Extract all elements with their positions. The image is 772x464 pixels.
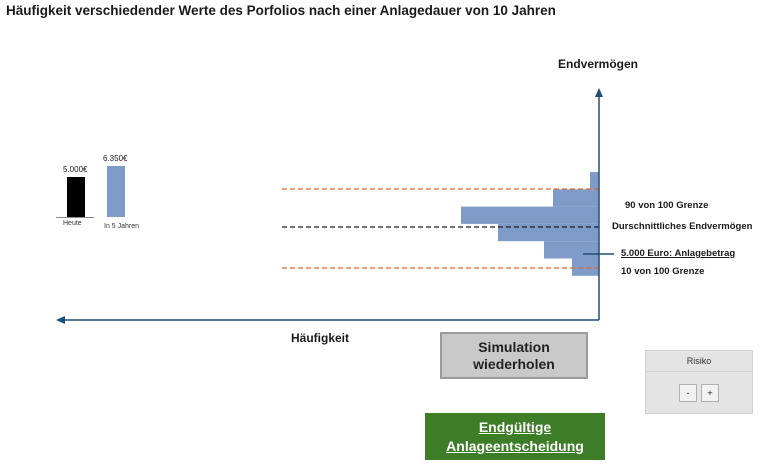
y-axis-label: Endvermögen <box>558 57 639 71</box>
lower-limit-label: 10 von 100 Grenze <box>621 266 705 277</box>
mini-category-today: Heute <box>63 220 82 227</box>
investment-amount-label: 5.000 Euro: Anlagebetrag <box>621 248 736 259</box>
histogram-bar-2 <box>553 189 599 207</box>
histogram-bar-5 <box>544 241 599 259</box>
risk-decrease-button[interactable]: - <box>679 384 697 402</box>
x-axis-arrow-icon <box>56 316 65 324</box>
mini-bar-5-years <box>107 166 125 217</box>
page-title: Häufigkeit verschiedender Werte des Porf… <box>6 3 556 18</box>
histogram-bar-3 <box>461 206 599 224</box>
y-axis-arrow-icon <box>595 88 603 97</box>
mini-value-label-5-years: 6.350€ <box>103 154 128 164</box>
histogram-bar-6 <box>572 258 599 276</box>
x-axis-label: Häufigkeit <box>291 331 350 345</box>
average-label: Durschnittliches Endvermögen <box>612 221 753 232</box>
mini-bar-today <box>67 177 85 217</box>
final-decision-button[interactable]: Endgültige Anlageentscheidung <box>425 413 605 460</box>
risk-panel: Risiko - + <box>645 350 753 414</box>
histogram-bar-4 <box>498 223 599 242</box>
final-decision-line1: Endgültige <box>478 418 552 435</box>
upper-limit-label: 90 von 100 Grenze <box>625 200 709 211</box>
mini-value-label-today: 5.000€ <box>63 165 88 174</box>
risk-title: Risiko <box>646 351 752 372</box>
final-decision-label: Endgültige Anlageentscheidung <box>446 418 584 456</box>
repeat-simulation-button[interactable]: Simulation wiederholen <box>440 332 588 379</box>
mini-category-5-years: In 5 Jahren <box>104 223 140 230</box>
final-decision-line2: Anlageentscheidung <box>446 437 584 454</box>
risk-increase-button[interactable]: + <box>701 384 719 402</box>
mini-baseline <box>56 217 94 218</box>
histogram-bar-1 <box>590 172 599 190</box>
